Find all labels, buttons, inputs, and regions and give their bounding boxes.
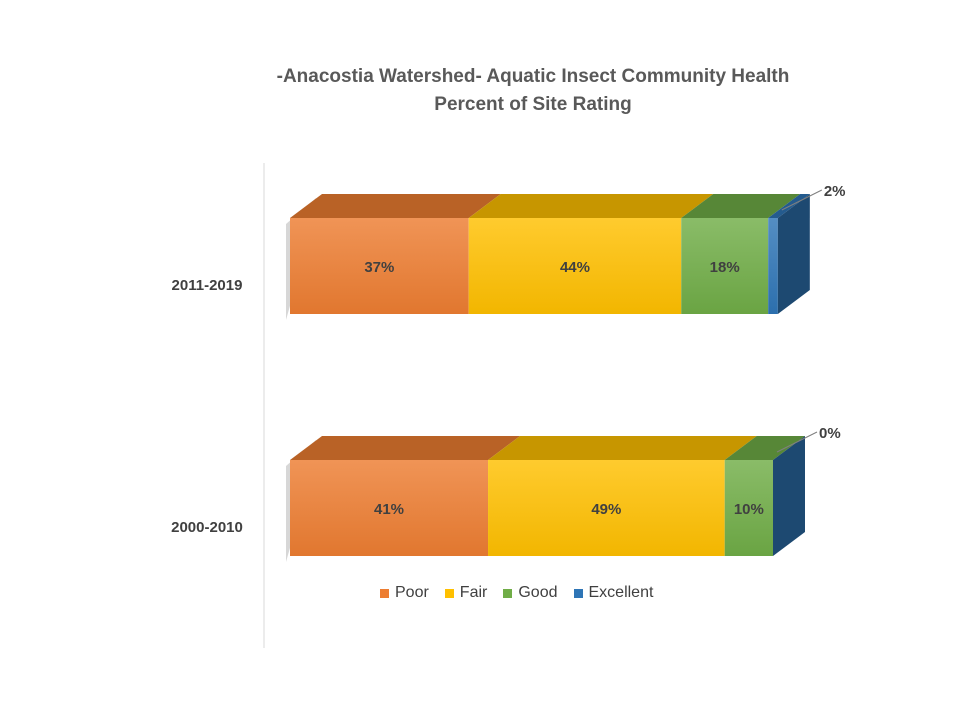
bar-fair-2011-2019 <box>468 218 682 314</box>
legend-item-fair: Fair <box>444 584 488 602</box>
chart-title: -Anacostia Watershed- Aquatic Insect Com… <box>276 66 790 87</box>
legend-item-excellent: Excellent <box>573 584 654 602</box>
bar-top-fair-2000-2010 <box>488 436 757 460</box>
legend-item-poor: Poor <box>380 584 429 602</box>
bar-top-fair-2011-2019 <box>468 194 714 218</box>
category-label-2000-2010: 2000-2010 <box>171 519 243 536</box>
data-label-good-2011-2019: 18% <box>710 259 740 276</box>
legend-label-excellent: Excellent <box>588 584 654 601</box>
bar-good-2000-2010 <box>724 460 773 556</box>
data-label-poor-2011-2019: 37% <box>364 259 394 276</box>
data-label-excellent-2011-2019: 2% <box>824 183 846 200</box>
data-label-good-2000-2010: 10% <box>734 501 764 518</box>
data-label-excellent-2000-2010: 0% <box>819 425 841 442</box>
bar-poor-2000-2010 <box>290 460 489 556</box>
bar-side-2011-2019 <box>777 194 810 314</box>
legend-swatch-good <box>503 588 513 598</box>
legend: Poor Fair Good Excellent <box>380 584 653 602</box>
bar-side-2000-2010 <box>773 436 805 556</box>
bar-excellent-2011-2019 <box>768 218 778 314</box>
legend-label-poor: Poor <box>395 584 429 601</box>
leader-line-excellent-2011-2019 <box>781 189 823 211</box>
data-label-poor-2000-2010: 41% <box>374 501 404 518</box>
legend-label-good: Good <box>518 584 558 601</box>
bar-poor-2011-2019 <box>290 218 469 314</box>
legend-swatch-poor <box>380 588 389 598</box>
bar-top-poor-2011-2019 <box>290 194 501 218</box>
bar-top-good-2000-2010 <box>724 436 805 460</box>
category-label-2011-2019: 2011-2019 <box>172 277 243 294</box>
bar-top-good-2011-2019 <box>681 194 801 218</box>
legend-item-good: Good <box>503 584 558 602</box>
bar-good-2011-2019 <box>681 218 769 314</box>
legend-swatch-excellent <box>573 588 583 598</box>
legend-label-fair: Fair <box>459 584 488 601</box>
bar-fair-2000-2010 <box>488 460 725 556</box>
legend-swatch-fair <box>444 588 454 598</box>
data-label-fair-2000-2010: 49% <box>591 501 621 518</box>
chart-subtitle: Percent of Site Rating <box>434 94 632 115</box>
leader-line-excellent-2000-2010 <box>776 431 818 453</box>
data-label-fair-2011-2019: 44% <box>560 259 590 276</box>
bar-top-poor-2000-2010 <box>290 436 521 460</box>
